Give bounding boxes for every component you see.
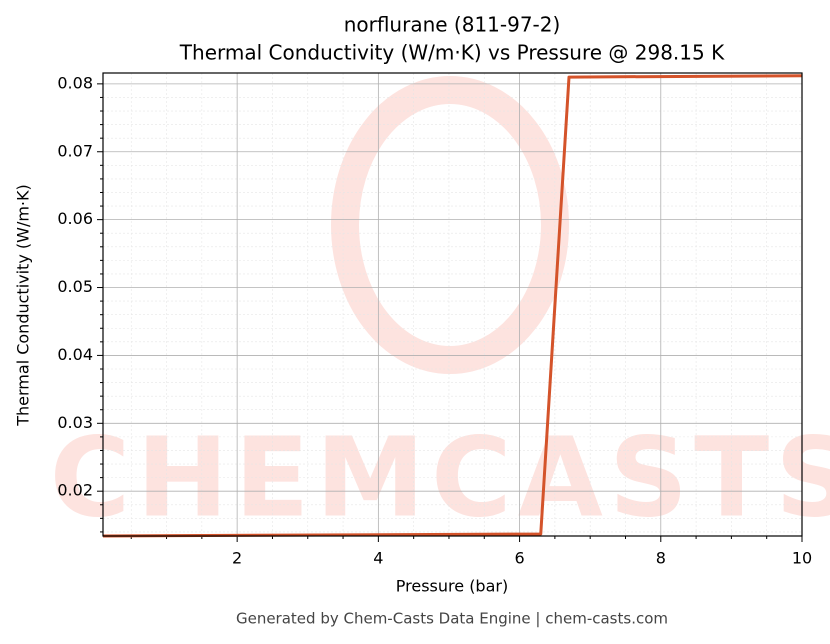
x-tick-label: 6: [514, 549, 524, 568]
watermark: CHEMCASTS: [50, 413, 830, 541]
y-tick-label: 0.05: [57, 277, 93, 296]
chart-title: norflurane (811-97-2): [344, 13, 561, 37]
y-axis-label: Thermal Conductivity (W/m·K): [14, 184, 33, 427]
data-line: [102, 74, 803, 538]
footer: Generated by Chem-Casts Data Engine | ch…: [236, 610, 668, 628]
x-axis-label: Pressure (bar): [396, 577, 508, 596]
x-tick-label: 8: [656, 549, 666, 568]
y-tick-label: 0.08: [57, 73, 93, 92]
x-tick-label: 4: [373, 549, 383, 568]
y-tick-label: 0.02: [57, 481, 93, 500]
chart-subtitle: Thermal Conductivity (W/m·K) vs Pressure…: [179, 41, 725, 65]
y-tick-label: 0.06: [57, 209, 93, 228]
y-tick-label: 0.03: [57, 413, 93, 432]
x-tick-label: 2: [232, 549, 242, 568]
y-tick-label: 0.07: [57, 141, 93, 160]
y-tick-label: 0.04: [57, 345, 93, 364]
x-tick-label: 10: [792, 549, 812, 568]
plot-frame: [102, 72, 803, 537]
